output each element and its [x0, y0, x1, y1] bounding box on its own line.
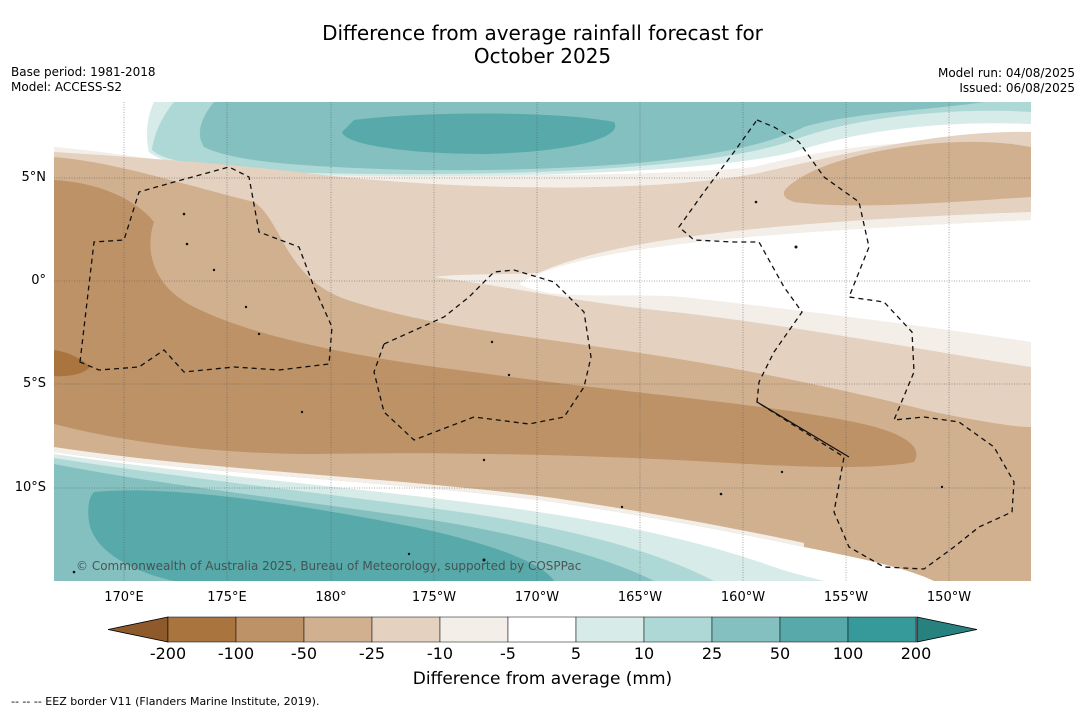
map-svg: [54, 102, 1031, 581]
colorbar-cell: [847, 616, 917, 643]
eez-solid-border: [756, 401, 850, 458]
colorbar-cell: [779, 616, 849, 643]
meta-right: Model run: 04/08/2025 Issued: 06/08/2025: [938, 66, 1075, 96]
eez-kiribati-gilbert: [79, 166, 333, 373]
colorbar-cells: [167, 616, 917, 643]
colorbar-tick: 100: [832, 644, 864, 663]
colorbar-cell: [711, 616, 781, 643]
lon-label-170w: 170°W: [514, 590, 560, 605]
colorbar: [108, 616, 978, 643]
lon-label-155w: 155°W: [823, 590, 869, 605]
colorbar-tick: 200: [900, 644, 932, 663]
lat-label-5n: 5°N: [21, 170, 47, 185]
colorbar-cell: [643, 616, 713, 643]
colorbar-tick: -5: [500, 644, 516, 663]
colorbar-tick: -200: [149, 644, 187, 663]
title-line-1: Difference from average rainfall forecas…: [322, 21, 763, 45]
band-brown-50: [54, 180, 917, 467]
colorbar-cell: [235, 616, 305, 643]
issued-date: Issued: 06/08/2025: [959, 81, 1075, 95]
base-period: Base period: 1981-2018: [11, 65, 156, 79]
lon-label-150w: 150°W: [926, 590, 972, 605]
lon-label-180: 180°: [315, 590, 347, 605]
lon-label-175e: 175°E: [207, 590, 247, 605]
model-name: Model: ACCESS-S2: [11, 80, 123, 94]
eez-footnote: -- -- -- EEZ border V11 (Flanders Marine…: [11, 695, 320, 708]
band-offwhite-equator: [514, 212, 1031, 287]
colorbar-high-extend: [916, 616, 978, 643]
island-markers: [72, 200, 944, 574]
colorbar-tick: -25: [358, 644, 386, 663]
lat-label-10s: 10°S: [14, 480, 46, 495]
meta-left: Base period: 1981-2018 Model: ACCESS-S2: [11, 65, 156, 95]
colorbar-cell: [167, 616, 237, 643]
map-gridlines: [54, 102, 1031, 581]
colorbar-cell: [303, 616, 373, 643]
colorbar-tick: -100: [217, 644, 255, 663]
lon-label-165w: 165°W: [617, 590, 663, 605]
band-offwhite-south: [54, 447, 804, 547]
title-line-2: October 2025: [473, 44, 612, 68]
eez-line-islands: [678, 119, 1015, 570]
band-teal-100-south: [88, 490, 555, 581]
eez-borders: [79, 119, 1015, 570]
map-title: Difference from average rainfall forecas…: [0, 22, 1085, 68]
colorbar-cell: [575, 616, 645, 643]
colorbar-tick: 5: [570, 644, 582, 663]
lon-label-160w: 160°W: [720, 590, 766, 605]
band-brown-100: [54, 350, 90, 377]
band-brown-25-north-right: [783, 141, 1031, 206]
colorbar-tick: 25: [701, 644, 723, 663]
colorbar-tick: -50: [290, 644, 318, 663]
colorbar-title: Difference from average (mm): [412, 669, 673, 689]
rainfall-map: [54, 102, 1031, 581]
copyright-notice: © Commonwealth of Australia 2025, Bureau…: [76, 559, 582, 573]
lat-label-5s: 5°S: [22, 376, 46, 391]
eez-phoenix: [373, 269, 592, 441]
colorbar-cell: [507, 616, 577, 643]
lon-label-170e: 170°E: [104, 590, 144, 605]
colorbar-cell: [439, 616, 509, 643]
band-teal-100-north: [342, 113, 616, 154]
colorbar-tick: -10: [426, 644, 454, 663]
lat-label-0: 0°: [31, 273, 46, 288]
colorbar-low-extend: [108, 616, 169, 643]
colorbar-tick: 50: [769, 644, 791, 663]
colorbar-cell: [371, 616, 441, 643]
colorbar-tick: 10: [633, 644, 655, 663]
lon-label-175w: 175°W: [411, 590, 457, 605]
model-run: Model run: 04/08/2025: [937, 66, 1075, 80]
